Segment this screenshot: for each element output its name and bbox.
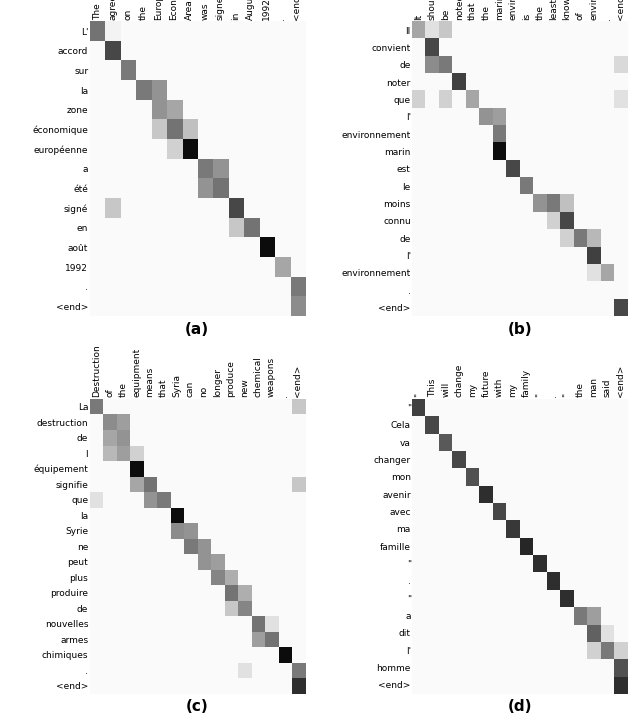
Text: (a): (a) [185,322,209,337]
Text: (d): (d) [508,699,532,714]
Text: (c): (c) [186,699,209,714]
Text: (b): (b) [508,322,532,337]
